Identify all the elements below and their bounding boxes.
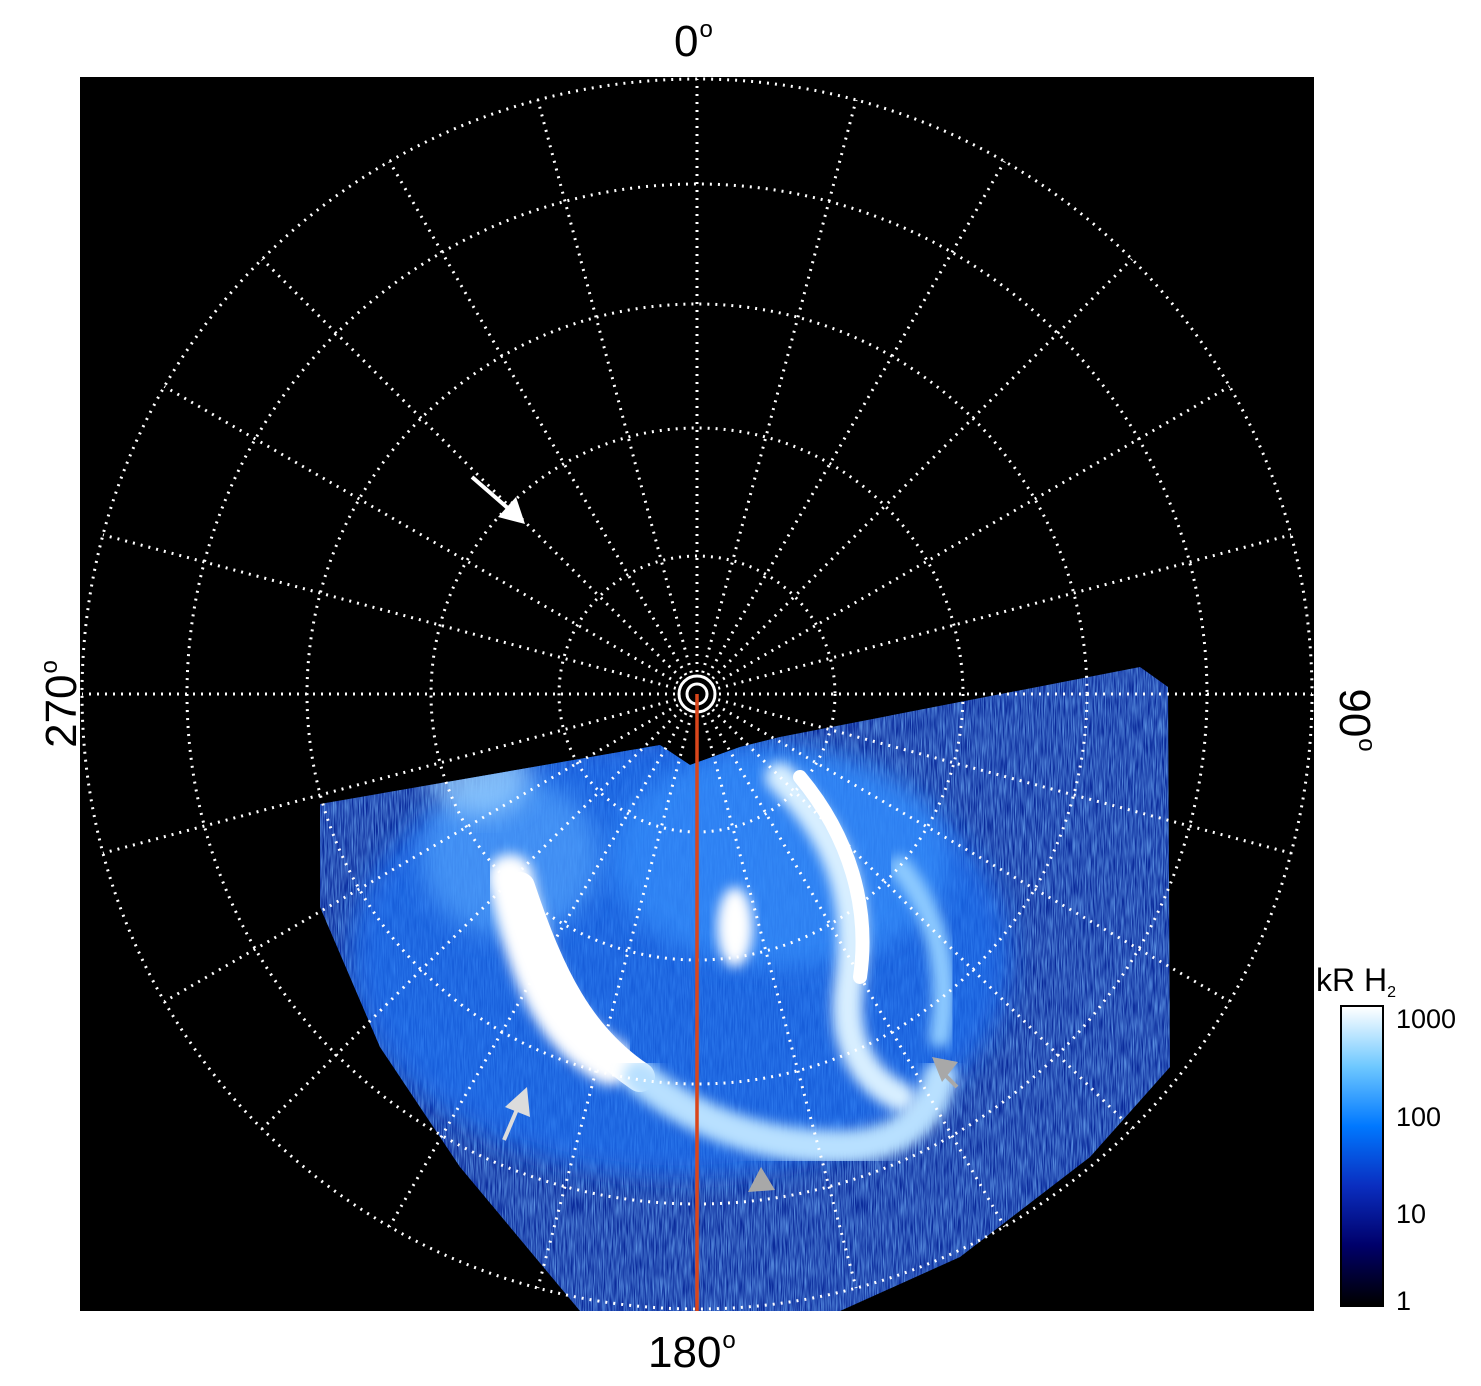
meridian-grid-line xyxy=(711,708,1133,1130)
colorbar-tick-1000: 1000 xyxy=(1396,1004,1457,1034)
meridian-grid-line xyxy=(711,258,1133,680)
meridian-grid-line xyxy=(536,99,693,674)
colorbar-tick-100: 100 xyxy=(1396,1102,1442,1132)
meridian-grid-line xyxy=(706,160,1006,676)
meridian-grid-line xyxy=(715,703,1231,1003)
meridian-grid-line xyxy=(717,533,1292,690)
meridian-grid-line xyxy=(701,714,858,1289)
colorbar-tick-1: 1 xyxy=(1396,1286,1412,1316)
meridian-grid-line xyxy=(715,385,1231,685)
label-270-degrees: 270o xyxy=(35,660,86,748)
meridian-grid-line xyxy=(536,714,693,1289)
gray-arrow-left-icon xyxy=(502,1087,530,1141)
white-arrow-icon xyxy=(470,475,525,524)
meridian-grid-line xyxy=(388,160,688,676)
meridian-grid-line xyxy=(102,698,677,855)
polar-plot-svg xyxy=(80,77,1314,1311)
meridian-grid-line xyxy=(706,712,1006,1228)
label-0-degrees: 0o xyxy=(674,16,713,66)
meridian-grid-line xyxy=(163,703,679,1003)
colorbar xyxy=(1340,1005,1384,1307)
colorbar-title: kR H2 xyxy=(1316,962,1397,1001)
meridian-grid-line xyxy=(261,258,683,680)
meridian-grid-line xyxy=(261,708,683,1130)
meridian-grid-line xyxy=(717,698,1292,855)
meridian-grid-line xyxy=(163,385,679,685)
gray-arrow-right-icon xyxy=(932,1057,959,1089)
meridian-grid-line xyxy=(102,533,677,690)
meridian-grid-line xyxy=(388,712,688,1228)
aurora-emission xyxy=(320,667,1170,1311)
polar-aurora-image xyxy=(80,77,1314,1311)
colorbar-tick-10: 10 xyxy=(1396,1199,1427,1229)
label-180-degrees: 180o xyxy=(648,1327,736,1377)
gray-arrow-bottom-icon xyxy=(748,1167,775,1192)
meridian-grid-line xyxy=(701,99,858,674)
label-90-degrees: 90o xyxy=(1330,688,1380,752)
longitude-grid xyxy=(82,79,1312,1309)
label-90-degrees-wrap: 90o xyxy=(1318,688,1390,752)
